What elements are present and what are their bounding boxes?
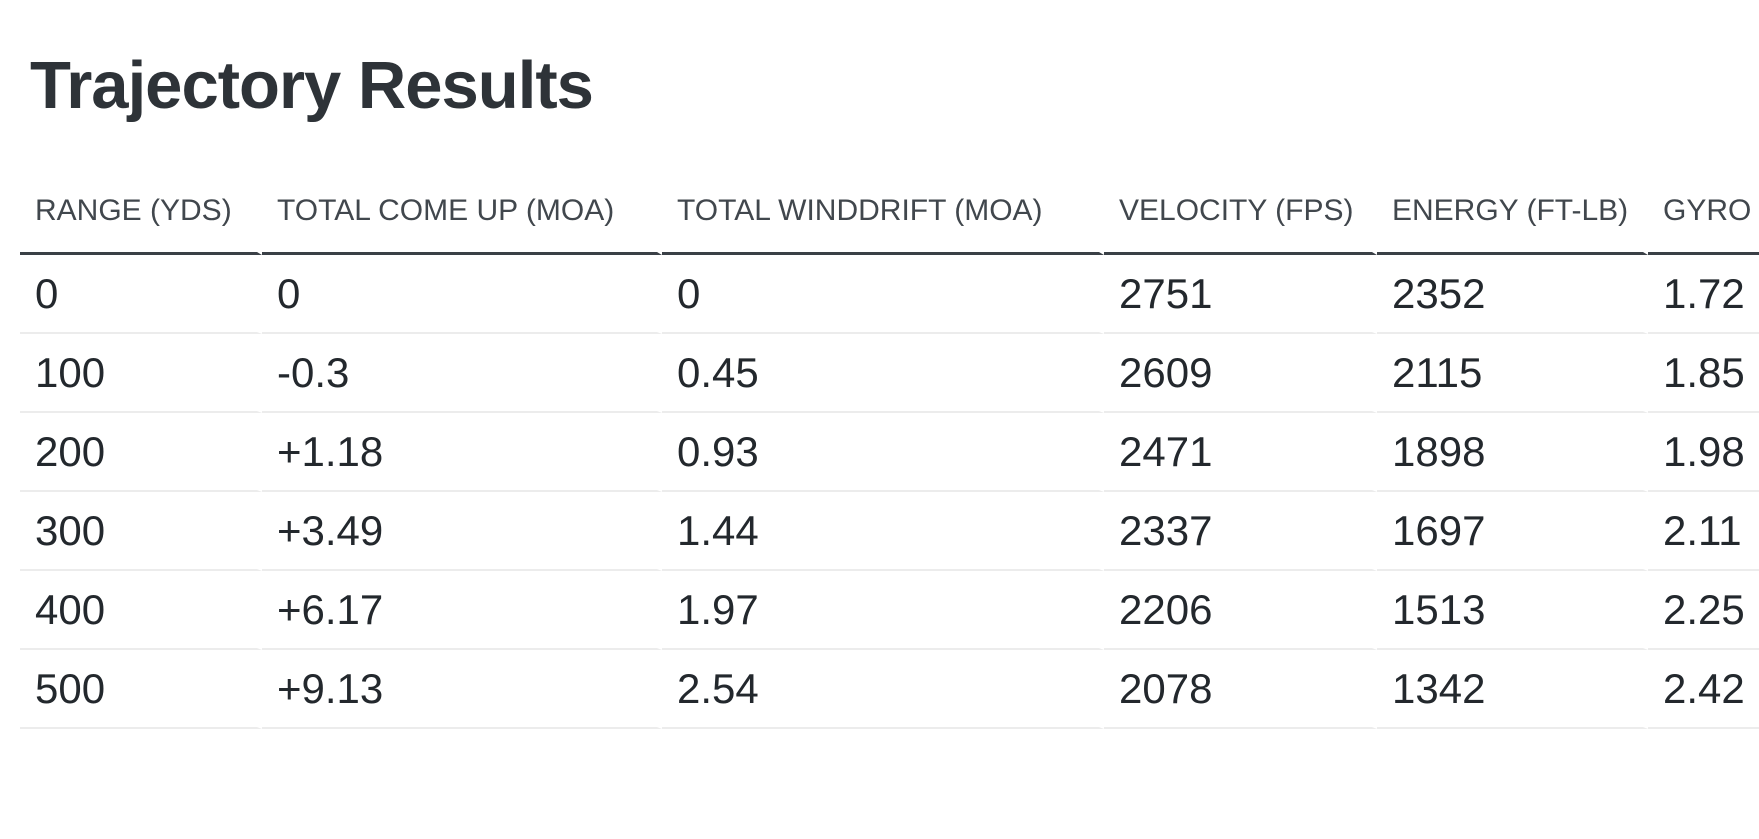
cell-range: 400 [20,571,262,650]
cell-range: 300 [20,492,262,571]
cell-energy: 1513 [1377,571,1648,650]
cell-velocity: 2078 [1104,650,1377,729]
table-row: 100 -0.3 0.45 2609 2115 1.85 [20,334,1759,413]
cell-range: 0 [20,255,262,334]
cell-winddrift: 0.45 [662,334,1104,413]
cell-winddrift: 1.97 [662,571,1104,650]
table-row: 400 +6.17 1.97 2206 1513 2.25 [20,571,1759,650]
results-table-container: RANGE (YDS) TOTAL COME UP (MOA) TOTAL WI… [0,183,1759,803]
cell-gyro: 2.42 [1648,650,1759,729]
cell-energy: 1697 [1377,492,1648,571]
cell-come-up: +9.13 [262,650,662,729]
column-header-gyro: GYRO [1648,183,1759,255]
cell-come-up: -0.3 [262,334,662,413]
cell-come-up: 0 [262,255,662,334]
cell-energy: 2352 [1377,255,1648,334]
cell-energy: 2115 [1377,334,1648,413]
column-header-range: RANGE (YDS) [20,183,262,255]
cell-winddrift: 0.93 [662,413,1104,492]
cell-energy: 1342 [1377,650,1648,729]
column-header-come-up: TOTAL COME UP (MOA) [262,183,662,255]
cell-gyro: 1.85 [1648,334,1759,413]
cell-energy: 1898 [1377,413,1648,492]
page-title: Trajectory Results [30,48,594,123]
trajectory-results-table: RANGE (YDS) TOTAL COME UP (MOA) TOTAL WI… [20,183,1759,729]
cell-come-up: +6.17 [262,571,662,650]
table-row: 200 +1.18 0.93 2471 1898 1.98 [20,413,1759,492]
cell-velocity: 2471 [1104,413,1377,492]
cell-come-up: +3.49 [262,492,662,571]
table-row: 500 +9.13 2.54 2078 1342 2.42 [20,650,1759,729]
cell-range: 200 [20,413,262,492]
table-row: 0 0 0 2751 2352 1.72 [20,255,1759,334]
cell-velocity: 2337 [1104,492,1377,571]
column-header-winddrift: TOTAL WINDDRIFT (MOA) [662,183,1104,255]
column-header-energy: ENERGY (FT-LB) [1377,183,1648,255]
header-row: RANGE (YDS) TOTAL COME UP (MOA) TOTAL WI… [20,183,1759,255]
cell-velocity: 2609 [1104,334,1377,413]
cell-winddrift: 0 [662,255,1104,334]
cell-gyro: 1.98 [1648,413,1759,492]
cell-gyro: 2.25 [1648,571,1759,650]
cell-winddrift: 2.54 [662,650,1104,729]
cell-velocity: 2751 [1104,255,1377,334]
cell-winddrift: 1.44 [662,492,1104,571]
cell-range: 500 [20,650,262,729]
cell-velocity: 2206 [1104,571,1377,650]
cell-gyro: 2.11 [1648,492,1759,571]
cell-come-up: +1.18 [262,413,662,492]
cell-range: 100 [20,334,262,413]
cell-gyro: 1.72 [1648,255,1759,334]
column-header-velocity: VELOCITY (FPS) [1104,183,1377,255]
table-row: 300 +3.49 1.44 2337 1697 2.11 [20,492,1759,571]
